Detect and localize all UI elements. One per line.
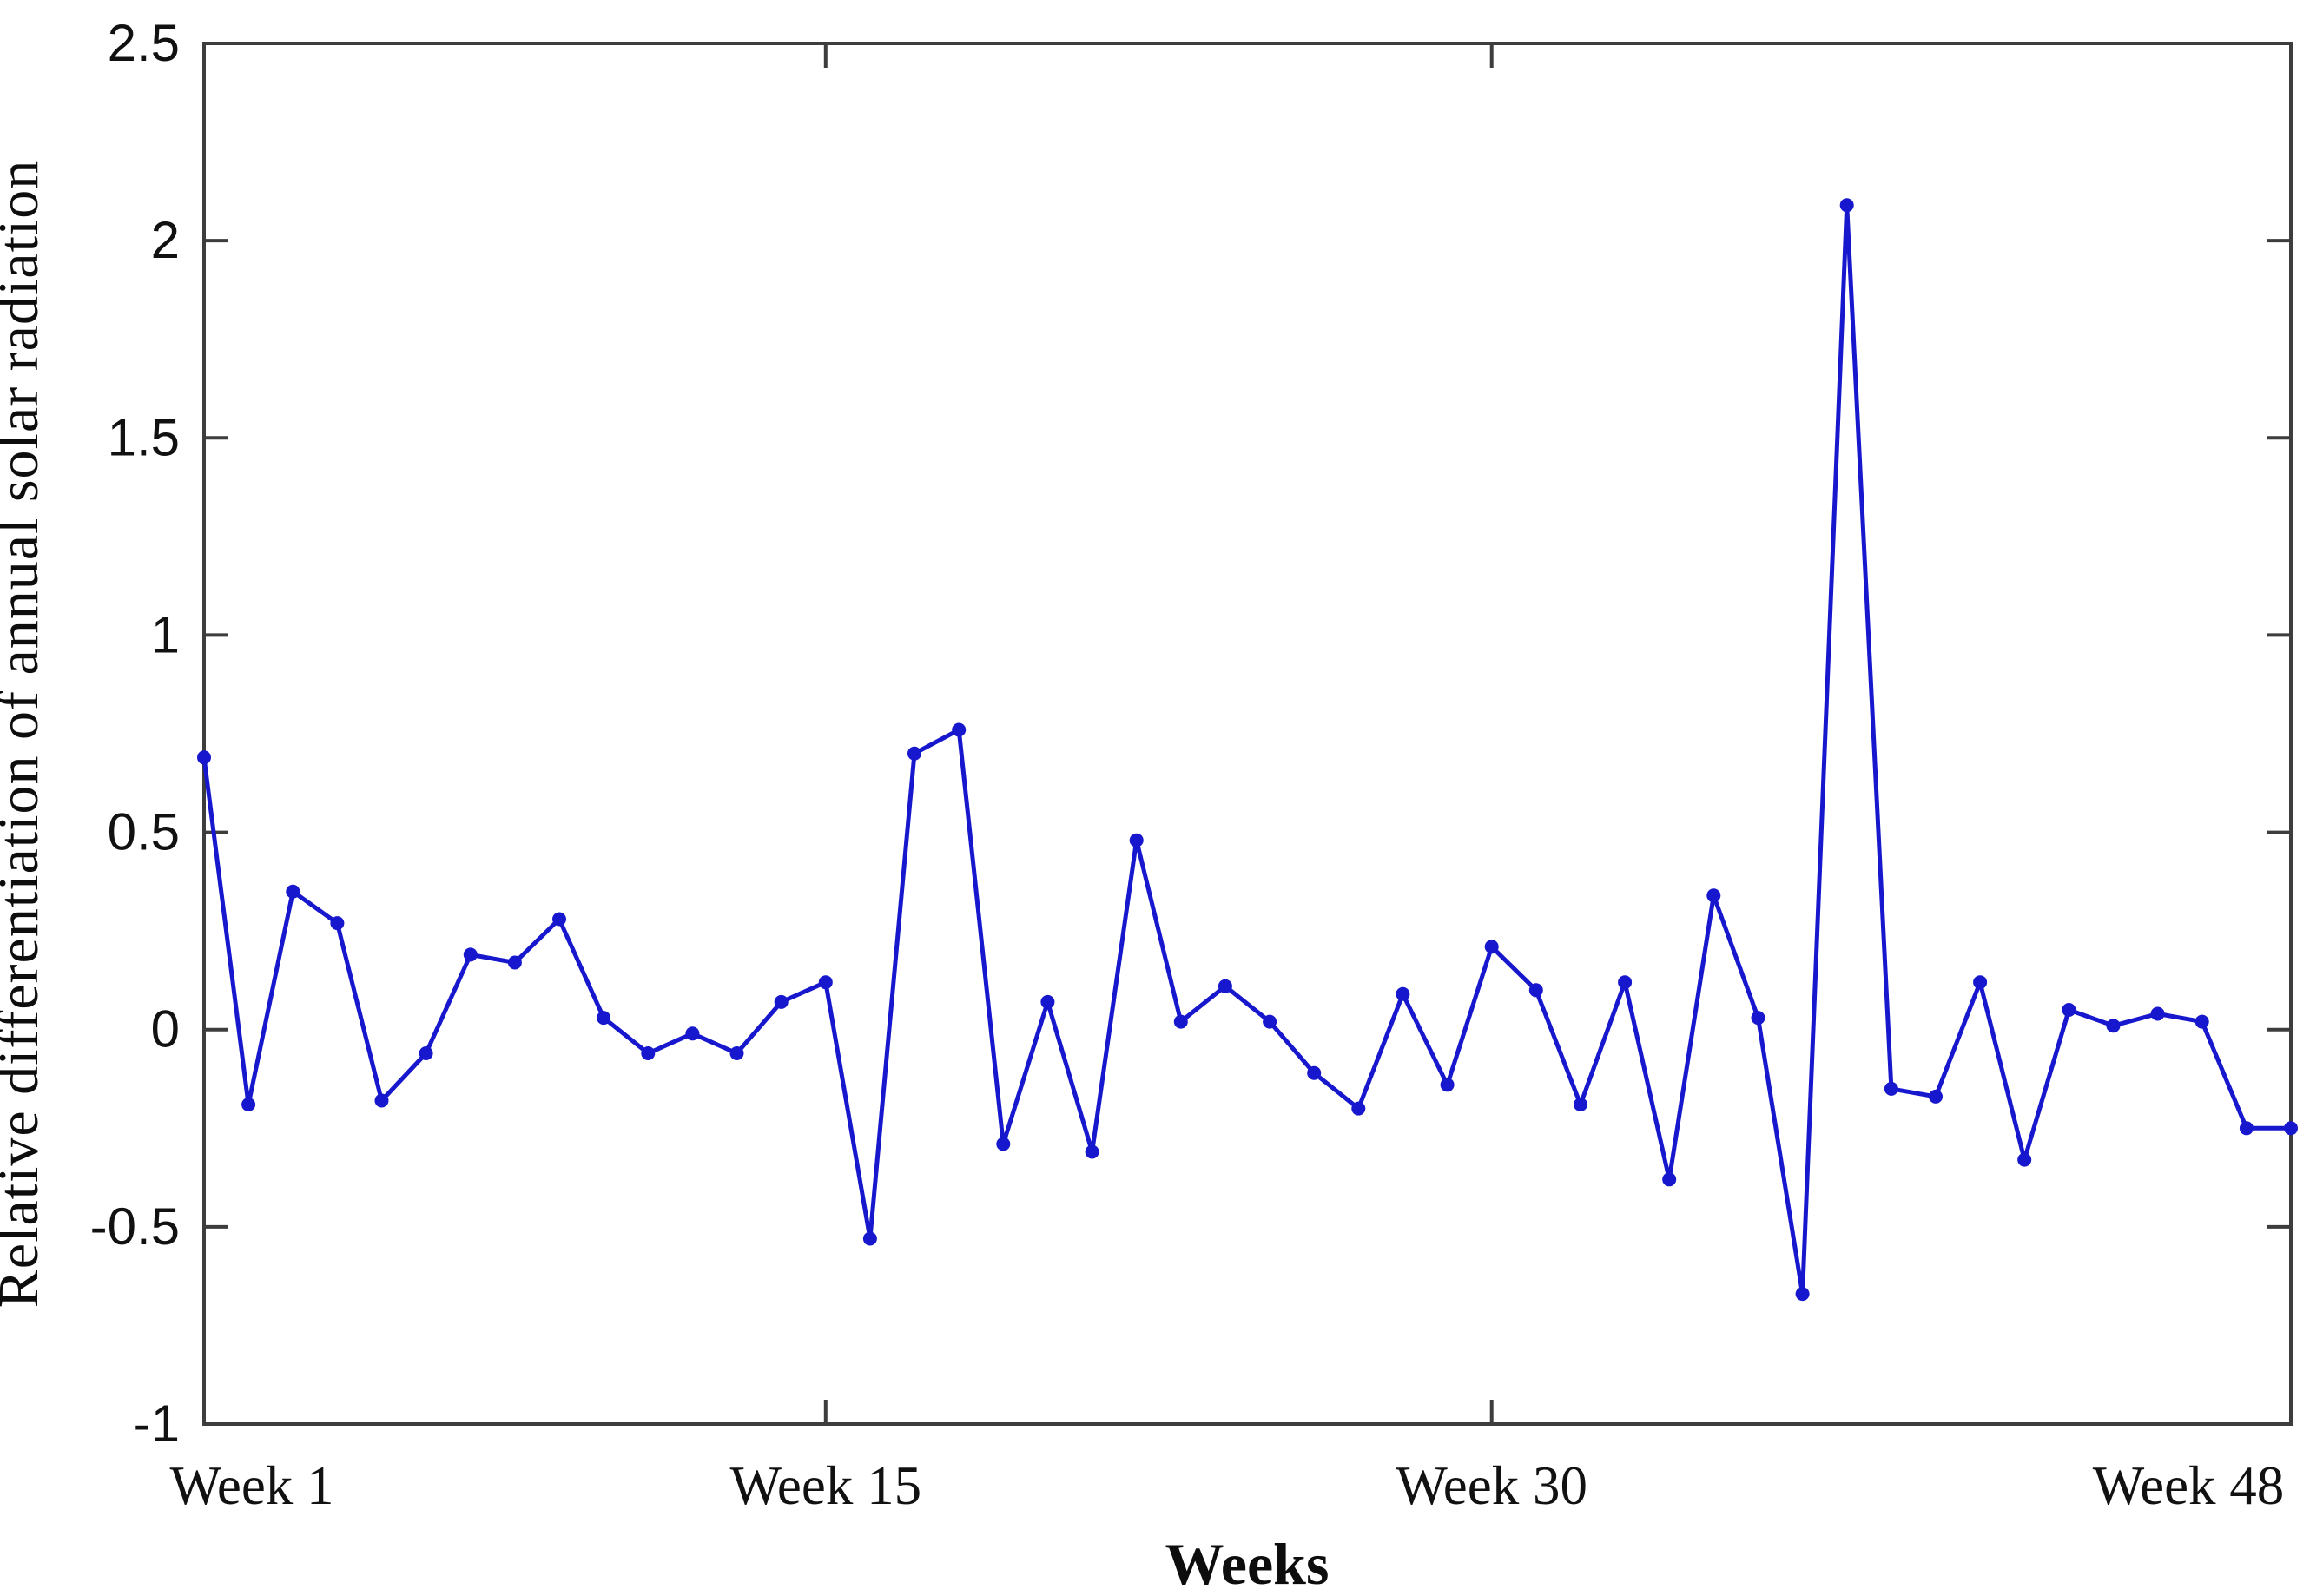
y-tick-label: 2 bbox=[151, 211, 180, 269]
data-point bbox=[2150, 1006, 2165, 1021]
data-point bbox=[952, 722, 967, 737]
data-point bbox=[374, 1093, 389, 1108]
data-point bbox=[996, 1137, 1011, 1151]
data-point bbox=[1040, 994, 1055, 1009]
data-point bbox=[1574, 1098, 1587, 1111]
data-point bbox=[507, 955, 522, 970]
data-point bbox=[1662, 1172, 1677, 1187]
y-tick-label: 2.5 bbox=[108, 14, 180, 72]
data-point bbox=[419, 1046, 433, 1060]
data-point bbox=[1218, 979, 1232, 993]
data-point bbox=[2017, 1152, 2032, 1167]
data-point bbox=[286, 884, 300, 899]
data-point bbox=[1884, 1081, 1898, 1096]
data-point bbox=[907, 746, 921, 761]
y-tick-label: -1 bbox=[134, 1395, 180, 1453]
x-tick-label: Week 30 bbox=[1396, 1455, 1587, 1516]
data-line bbox=[201, 202, 2293, 1296]
x-tick-label: Week 15 bbox=[729, 1455, 921, 1516]
plot-border bbox=[202, 42, 2293, 1426]
data-point bbox=[241, 1098, 256, 1111]
data-point bbox=[1751, 1011, 1765, 1026]
data-point bbox=[2284, 1121, 2298, 1136]
y-tick-label: 0.5 bbox=[108, 803, 180, 861]
y-tick-label: 1.5 bbox=[108, 408, 180, 466]
data-point bbox=[1973, 975, 1988, 990]
x-tick-label: Week 48 bbox=[2093, 1455, 2285, 1516]
data-point bbox=[1085, 1144, 1099, 1159]
data-point bbox=[1440, 1078, 1455, 1092]
data-point bbox=[1396, 986, 1410, 1001]
data-point bbox=[862, 1231, 877, 1246]
data-point bbox=[1618, 975, 1633, 990]
data-point bbox=[1484, 940, 1499, 954]
data-point bbox=[463, 947, 478, 962]
data-point bbox=[1929, 1089, 1943, 1104]
data-point bbox=[597, 1011, 611, 1026]
data-point bbox=[818, 975, 833, 990]
data-point bbox=[1351, 1101, 1366, 1116]
data-point bbox=[1129, 833, 1144, 847]
data-point bbox=[2194, 1014, 2209, 1029]
data-point bbox=[2062, 1003, 2076, 1017]
data-point bbox=[1706, 888, 1721, 903]
data-point bbox=[685, 1026, 700, 1041]
y-tick-label: 1 bbox=[151, 605, 180, 663]
y-axis-title: Relative differentiation of annual solar… bbox=[0, 159, 50, 1309]
x-tick-label: Week 1 bbox=[169, 1455, 333, 1516]
x-axis-title: Weeks bbox=[1165, 1531, 1330, 1596]
data-point bbox=[2106, 1019, 2121, 1033]
data-point bbox=[1307, 1065, 1322, 1080]
data-point bbox=[1173, 1014, 1188, 1029]
data-point bbox=[2239, 1121, 2254, 1136]
y-tick-label: 0 bbox=[151, 1000, 180, 1059]
data-point bbox=[1528, 983, 1543, 998]
data-point bbox=[330, 916, 345, 931]
data-point bbox=[641, 1046, 656, 1060]
data-point bbox=[197, 750, 211, 765]
data-point bbox=[552, 912, 566, 927]
data-point bbox=[1839, 198, 1854, 213]
y-tick-label: -0.5 bbox=[90, 1197, 180, 1256]
data-point bbox=[1795, 1287, 1810, 1302]
data-point bbox=[729, 1046, 744, 1060]
data-point bbox=[774, 994, 789, 1009]
data-point bbox=[1263, 1014, 1277, 1029]
